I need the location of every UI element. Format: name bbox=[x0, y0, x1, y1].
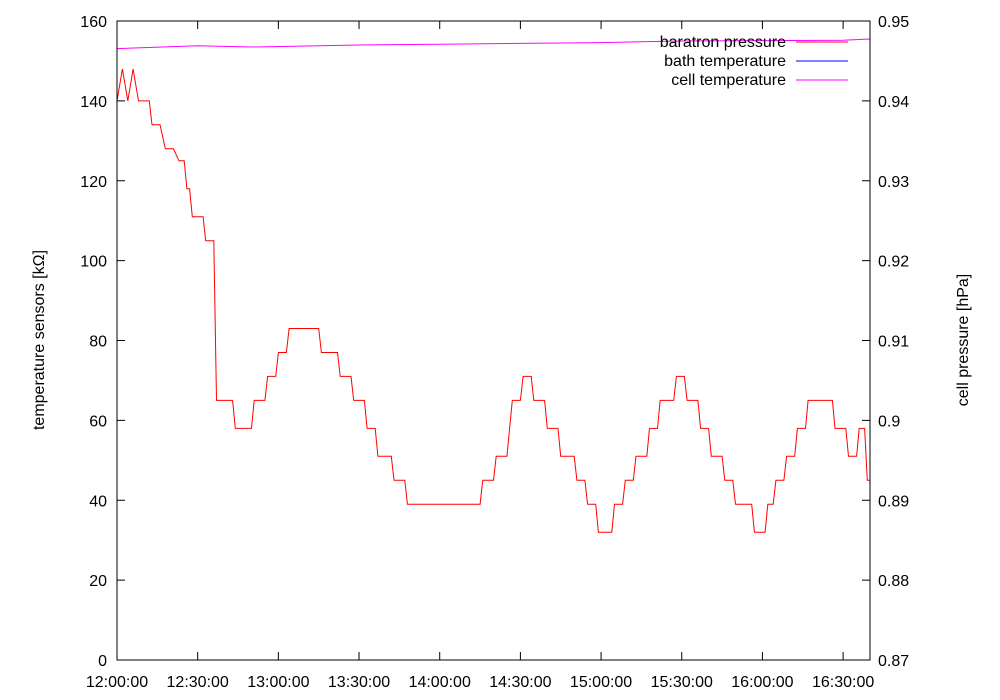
legend-label: cell temperature bbox=[671, 72, 786, 89]
right-y-tick-label: 0.88 bbox=[878, 573, 909, 590]
left-y-tick-label: 0 bbox=[98, 653, 107, 670]
x-tick-label: 14:00:00 bbox=[409, 674, 471, 691]
x-tick-label: 12:30:00 bbox=[167, 674, 229, 691]
series-line-cell-temperature bbox=[116, 38, 871, 50]
x-axis: 12:00:00 12:30:00 13:00:00 13:30:00 14:00:00… bbox=[86, 21, 874, 691]
left-y-tick-label: 120 bbox=[80, 174, 107, 191]
left-y-tick-label: 60 bbox=[89, 413, 107, 430]
right-y-tick-label: 0.9 bbox=[878, 413, 900, 430]
legend: baratron pressure bath temperature cell te… bbox=[660, 34, 848, 89]
legend-label: baratron pressure bbox=[660, 34, 786, 51]
left-y-tick-label: 140 bbox=[80, 94, 107, 111]
series-line-baratron-pressure bbox=[116, 68, 870, 533]
left-axis-title: temperature sensors [kΩ] bbox=[31, 250, 48, 430]
left-y-tick-label: 100 bbox=[80, 254, 107, 271]
x-tick-label: 15:30:00 bbox=[651, 674, 713, 691]
left-y-tick-label: 80 bbox=[89, 334, 107, 351]
right-y-tick-label: 0.92 bbox=[878, 254, 909, 271]
right-y-tick-label: 0.93 bbox=[878, 174, 909, 191]
left-y-axis: 0 20 40 60 80 100 120 140 160 bbox=[80, 14, 125, 670]
x-tick-label: 13:00:00 bbox=[247, 674, 309, 691]
right-axis-title: cell pressure [hPa] bbox=[955, 274, 972, 407]
right-y-tick-label: 0.87 bbox=[878, 653, 909, 670]
x-tick-label: 14:30:00 bbox=[489, 674, 551, 691]
right-y-axis: 0.87 0.88 0.89 0.9 0.91 0.92 0.93 0.94 0.95 bbox=[862, 14, 909, 670]
left-y-tick-label: 20 bbox=[89, 573, 107, 590]
x-tick-label: 16:00:00 bbox=[731, 674, 793, 691]
right-y-tick-label: 0.94 bbox=[878, 94, 909, 111]
x-tick-label: 15:00:00 bbox=[570, 674, 632, 691]
left-y-tick-label: 40 bbox=[89, 493, 107, 510]
right-y-tick-label: 0.91 bbox=[878, 334, 909, 351]
series-layer bbox=[116, 38, 871, 533]
left-y-tick-label: 160 bbox=[80, 14, 107, 31]
legend-label: bath temperature bbox=[664, 53, 786, 70]
right-y-tick-label: 0.95 bbox=[878, 14, 909, 31]
x-tick-label: 12:00:00 bbox=[86, 674, 148, 691]
x-tick-label: 16:30:00 bbox=[812, 674, 874, 691]
x-tick-label: 13:30:00 bbox=[328, 674, 390, 691]
right-y-tick-label: 0.89 bbox=[878, 493, 909, 510]
